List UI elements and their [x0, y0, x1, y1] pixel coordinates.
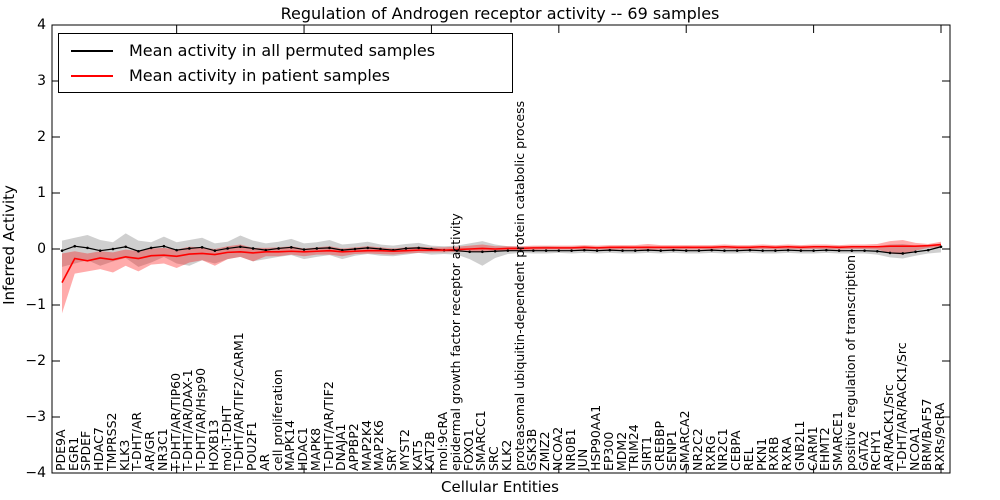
- x-category-label: GNB2L1: [791, 420, 807, 471]
- x-category-label: TMPRSS2: [103, 412, 119, 471]
- legend-item-permuted: Mean activity in all permuted samples: [59, 39, 512, 63]
- x-category-label: positive regulation of transcription: [842, 255, 858, 471]
- x-category-label: epidermal growth factor receptor activit…: [447, 213, 463, 471]
- x-category-label: REL: [740, 447, 756, 471]
- x-axis-label: Cellular Entities: [441, 478, 559, 496]
- y-tick-label: 4: [37, 17, 46, 33]
- x-category-label: T-DHT/AR/RACK1/Src: [893, 342, 909, 471]
- legend-label-patient: Mean activity in patient samples: [129, 66, 390, 85]
- x-category-label: MYST2: [396, 429, 412, 471]
- x-category-label: NCOA2: [549, 426, 565, 471]
- y-tick-label: −1: [25, 297, 46, 313]
- y-tick-label: 0: [37, 241, 46, 257]
- y-tick-label: 1: [37, 185, 46, 201]
- legend-label-permuted: Mean activity in all permuted samples: [129, 41, 436, 60]
- x-category-label: AR: [256, 453, 272, 471]
- y-tick-label: −2: [25, 353, 46, 369]
- x-category-label: MAPK8: [307, 427, 323, 471]
- x-category-label: proteasomal ubiquitin-dependent protein …: [511, 100, 527, 471]
- y-tick-label: 3: [37, 73, 46, 89]
- x-category-label: KLK2: [498, 439, 514, 471]
- patient-line-swatch: [71, 74, 113, 77]
- legend-item-patient: Mean activity in patient samples: [59, 64, 512, 88]
- y-tick-label: 2: [37, 129, 46, 145]
- x-category-label: HOXB13: [205, 419, 221, 471]
- chart-title: Regulation of Androgen receptor activity…: [280, 4, 720, 23]
- x-category-label: RXRs/9cRA: [932, 402, 947, 471]
- x-category-label: NR3C1: [154, 428, 170, 471]
- permuted-line-swatch: [71, 49, 113, 52]
- x-category-label: EP300: [600, 431, 616, 471]
- y-tick-label: −4: [25, 465, 46, 481]
- legend-box: Mean activity in all permuted samples Me…: [58, 33, 513, 93]
- y-tick-label: −3: [25, 409, 46, 425]
- x-category-label: NR2C2: [689, 428, 705, 471]
